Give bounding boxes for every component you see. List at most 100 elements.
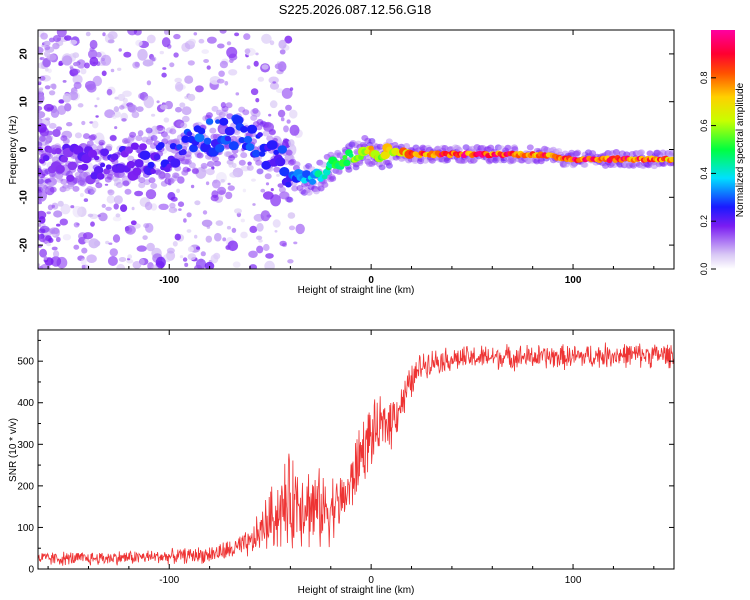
noise-blob bbox=[198, 38, 205, 44]
noise-blob bbox=[39, 225, 50, 233]
plot-frame-2 bbox=[37, 329, 675, 570]
ridge-segment bbox=[105, 164, 112, 170]
noise-blob bbox=[43, 256, 48, 261]
noise-blob bbox=[81, 120, 86, 126]
noise-blob bbox=[89, 39, 98, 50]
ridge-halo bbox=[335, 169, 343, 175]
x-tick-label: 100 bbox=[565, 275, 582, 286]
ridge-segment bbox=[197, 127, 206, 135]
ridge-segment bbox=[181, 135, 190, 143]
ridge-segment bbox=[100, 148, 109, 157]
ridge-halo bbox=[242, 109, 250, 116]
noise-blob bbox=[269, 40, 275, 46]
noise-blob bbox=[86, 83, 97, 93]
noise-blob bbox=[159, 50, 164, 55]
ridge-segment bbox=[285, 181, 292, 188]
ridge-halo bbox=[638, 149, 645, 156]
noise-blob bbox=[184, 75, 194, 84]
ridge-halo bbox=[78, 177, 86, 184]
ridge-halo bbox=[250, 114, 258, 121]
noise-blob bbox=[109, 248, 119, 257]
noise-blob bbox=[194, 264, 203, 269]
noise-blob bbox=[70, 205, 75, 209]
ridge-segment bbox=[170, 158, 181, 168]
ridge-halo bbox=[668, 149, 674, 156]
noise-blob bbox=[225, 191, 233, 200]
ridge-halo bbox=[268, 129, 276, 136]
noise-blob bbox=[256, 222, 264, 232]
noise-blob bbox=[257, 76, 265, 82]
noise-blob bbox=[112, 216, 122, 222]
noise-blob bbox=[136, 245, 147, 252]
noise-blob bbox=[73, 222, 80, 228]
noise-blob bbox=[194, 234, 198, 239]
y-tick-label: -10 bbox=[19, 190, 30, 205]
ridge-halo bbox=[49, 186, 57, 193]
noise-blob bbox=[102, 32, 106, 37]
ridge-segment bbox=[126, 160, 136, 169]
noise-blob bbox=[121, 118, 127, 122]
ridge-halo bbox=[291, 185, 299, 192]
noise-blob bbox=[240, 218, 245, 223]
ridge-halo bbox=[89, 134, 97, 140]
ridge-segment bbox=[245, 143, 255, 152]
noise-blob bbox=[227, 185, 235, 191]
ridge-segment bbox=[176, 144, 183, 150]
noise-blob bbox=[260, 210, 271, 222]
noise-blob bbox=[38, 201, 42, 205]
noise-blob bbox=[201, 219, 213, 227]
noise-blob bbox=[277, 183, 284, 188]
ridge-halo bbox=[209, 127, 217, 134]
figure-title: S225.2026.087.12.56.G18 bbox=[278, 2, 432, 17]
noise-blob bbox=[138, 93, 145, 100]
noise-blob bbox=[215, 220, 224, 226]
noise-blob bbox=[84, 238, 90, 244]
noise-blob bbox=[92, 75, 103, 87]
ridge-segment bbox=[115, 163, 126, 173]
ridge-halo bbox=[240, 152, 248, 159]
noise-blob bbox=[243, 33, 251, 40]
ridge-halo bbox=[107, 189, 115, 196]
noise-blob bbox=[269, 82, 280, 90]
noise-blob bbox=[106, 88, 113, 96]
noise-blob bbox=[73, 81, 82, 89]
noise-blob bbox=[137, 130, 144, 137]
noise-blob bbox=[205, 181, 210, 186]
noise-blob bbox=[38, 234, 42, 241]
noise-blob bbox=[146, 242, 155, 252]
noise-blob bbox=[38, 87, 44, 91]
y-tick-label-2: 300 bbox=[17, 440, 34, 451]
noise-blob bbox=[81, 264, 86, 269]
ridge-segment bbox=[219, 117, 229, 126]
x-axis-label-2: Height of straight line (km) bbox=[298, 585, 415, 596]
noise-blob bbox=[251, 178, 256, 182]
noise-blob bbox=[256, 245, 264, 254]
ridge-segment bbox=[224, 135, 231, 142]
noise-blob bbox=[255, 98, 260, 103]
noise-blob bbox=[88, 49, 98, 59]
noise-blob bbox=[268, 113, 272, 117]
noise-blob bbox=[39, 248, 47, 258]
noise-blob bbox=[195, 85, 204, 93]
ridge-halo bbox=[46, 135, 54, 141]
noise-blob bbox=[56, 126, 62, 131]
ridge-halo bbox=[118, 172, 126, 179]
noise-blob bbox=[115, 213, 121, 218]
ridge-segment bbox=[66, 174, 75, 182]
noise-blob bbox=[217, 43, 225, 49]
noise-blob bbox=[174, 77, 182, 83]
ridge-halo bbox=[581, 161, 589, 168]
noise-blob bbox=[248, 250, 258, 258]
ridge-segment bbox=[103, 168, 110, 175]
noise-blob bbox=[210, 254, 219, 264]
ridge-halo bbox=[385, 138, 393, 145]
noise-blob bbox=[181, 106, 192, 116]
ridge-segment bbox=[342, 155, 348, 160]
noise-blob bbox=[142, 59, 154, 67]
ridge-segment bbox=[180, 149, 187, 156]
ridge-halo bbox=[169, 128, 177, 135]
y-tick-label-2: 200 bbox=[17, 481, 34, 492]
noise-blob bbox=[226, 46, 238, 59]
noise-blob bbox=[162, 67, 167, 70]
ridge-segment bbox=[186, 131, 193, 137]
